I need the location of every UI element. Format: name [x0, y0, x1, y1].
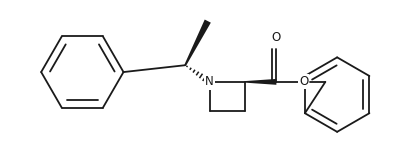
Polygon shape: [245, 79, 276, 85]
Polygon shape: [184, 20, 211, 66]
Text: N: N: [205, 75, 214, 88]
Text: O: O: [299, 75, 309, 88]
Text: O: O: [272, 31, 281, 44]
